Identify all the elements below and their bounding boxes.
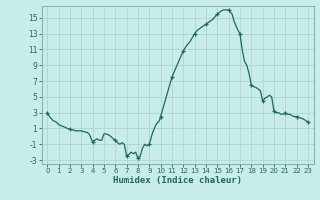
X-axis label: Humidex (Indice chaleur): Humidex (Indice chaleur) — [113, 176, 242, 185]
